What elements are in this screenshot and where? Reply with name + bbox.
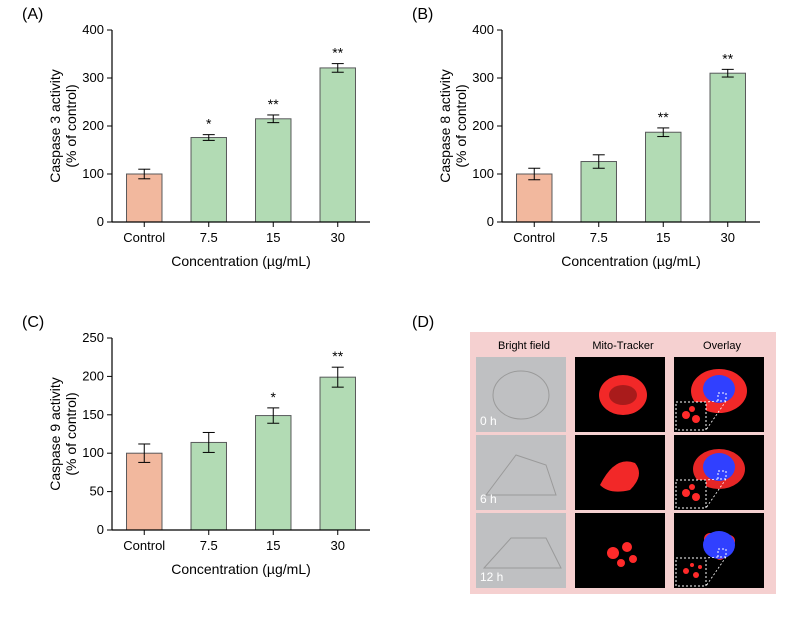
svg-text:100: 100 bbox=[472, 166, 494, 181]
micrograph-cell bbox=[674, 357, 764, 432]
svg-text:7.5: 7.5 bbox=[200, 230, 218, 245]
svg-text:200: 200 bbox=[82, 118, 104, 133]
micrograph-cell bbox=[575, 435, 665, 510]
svg-text:30: 30 bbox=[331, 230, 345, 245]
svg-text:Caspase 8 activity(% of contro: Caspase 8 activity(% of control) bbox=[440, 69, 469, 183]
chart-c: 0 50 100 150 200 250 Control 7.5 * 15 ** 30 Concentr… bbox=[50, 328, 380, 588]
micrograph-cell: 12 h bbox=[476, 513, 566, 588]
micrograph-col-header: Overlay bbox=[674, 338, 770, 354]
svg-text:**: ** bbox=[722, 50, 733, 66]
micrograph-cell bbox=[674, 435, 764, 510]
panel-a-label: (A) bbox=[22, 6, 43, 24]
svg-text:15: 15 bbox=[656, 230, 670, 245]
svg-text:Concentration (µg/mL): Concentration (µg/mL) bbox=[171, 561, 311, 577]
svg-text:7.5: 7.5 bbox=[200, 538, 218, 553]
svg-text:150: 150 bbox=[82, 407, 104, 422]
svg-text:0: 0 bbox=[97, 214, 104, 229]
svg-text:7.5: 7.5 bbox=[590, 230, 608, 245]
micrograph-time-label: 0 h bbox=[480, 414, 497, 428]
chart-a: 0 100 200 300 400 Control * 7.5 ** 15 ** 30 Concentr… bbox=[50, 20, 380, 280]
svg-text:15: 15 bbox=[266, 230, 280, 245]
panel-c-label: (C) bbox=[22, 314, 44, 332]
svg-text:0: 0 bbox=[97, 522, 104, 537]
micrograph-cell: 6 h bbox=[476, 435, 566, 510]
svg-text:100: 100 bbox=[82, 445, 104, 460]
svg-text:250: 250 bbox=[82, 330, 104, 345]
svg-text:Concentration (µg/mL): Concentration (µg/mL) bbox=[171, 253, 311, 269]
svg-text:Control: Control bbox=[123, 538, 165, 553]
micrograph-cell bbox=[575, 513, 665, 588]
micrograph-cell bbox=[674, 513, 764, 588]
svg-text:400: 400 bbox=[472, 22, 494, 37]
micrograph-time-label: 12 h bbox=[480, 570, 503, 584]
micrograph-cell bbox=[575, 357, 665, 432]
svg-text:**: ** bbox=[332, 348, 343, 364]
micrograph-col-header: Bright field bbox=[476, 338, 572, 354]
panel-d-label: (D) bbox=[412, 314, 434, 332]
micrograph-panel: Bright fieldMito-TrackerOverlay 0 h 6 h 12 … bbox=[470, 332, 776, 594]
svg-text:100: 100 bbox=[82, 166, 104, 181]
chart-b: 0 100 200 300 400 Control 7.5 ** 15 ** 30 Concentra… bbox=[440, 20, 770, 280]
svg-text:**: ** bbox=[332, 45, 343, 61]
svg-text:50: 50 bbox=[90, 484, 104, 499]
micrograph-time-label: 6 h bbox=[480, 492, 497, 506]
svg-text:**: ** bbox=[658, 109, 669, 125]
svg-text:Control: Control bbox=[513, 230, 555, 245]
svg-text:400: 400 bbox=[82, 22, 104, 37]
micrograph-col-header: Mito-Tracker bbox=[575, 338, 671, 354]
svg-text:300: 300 bbox=[472, 70, 494, 85]
micrograph-cell: 0 h bbox=[476, 357, 566, 432]
panel-b-label: (B) bbox=[412, 6, 433, 24]
svg-text:Control: Control bbox=[123, 230, 165, 245]
svg-text:200: 200 bbox=[472, 118, 494, 133]
svg-text:**: ** bbox=[268, 96, 279, 112]
svg-text:*: * bbox=[206, 116, 212, 132]
svg-text:15: 15 bbox=[266, 538, 280, 553]
svg-text:Caspase 3 activity(% of contro: Caspase 3 activity(% of control) bbox=[50, 69, 79, 183]
svg-text:200: 200 bbox=[82, 368, 104, 383]
svg-text:0: 0 bbox=[487, 214, 494, 229]
svg-text:*: * bbox=[271, 389, 277, 405]
svg-text:30: 30 bbox=[721, 230, 735, 245]
svg-text:30: 30 bbox=[331, 538, 345, 553]
svg-text:Concentration (µg/mL): Concentration (µg/mL) bbox=[561, 253, 701, 269]
svg-text:300: 300 bbox=[82, 70, 104, 85]
svg-text:Caspase 9 activity(% of contro: Caspase 9 activity(% of control) bbox=[50, 377, 79, 491]
